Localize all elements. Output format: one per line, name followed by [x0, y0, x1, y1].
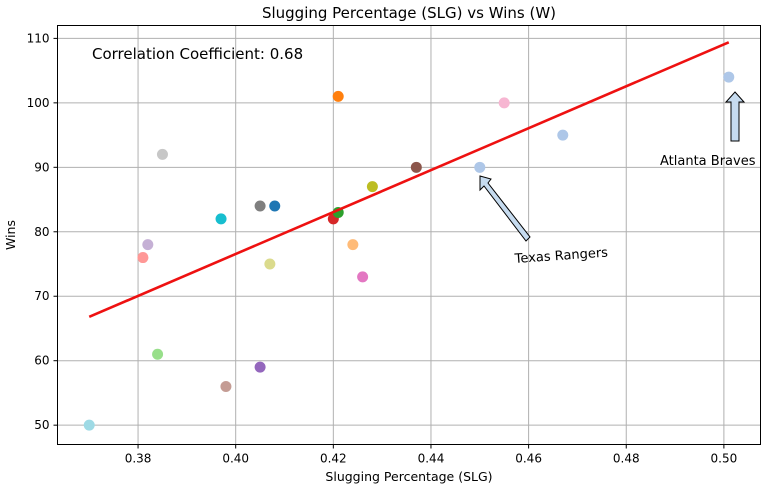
data-point	[557, 129, 569, 141]
atlanta-braves-label: Atlanta Braves	[660, 154, 756, 169]
chart-title: Slugging Percentage (SLG) vs Wins (W)	[262, 4, 556, 22]
data-point	[723, 71, 735, 83]
data-point	[264, 258, 276, 270]
correlation-annotation: Correlation Coefficient: 0.68	[92, 45, 303, 63]
data-point	[347, 239, 359, 251]
y-tick-label: 90	[34, 160, 49, 174]
x-tick-label: 0.44	[418, 452, 445, 466]
y-tick-label: 60	[34, 354, 49, 368]
data-point	[269, 200, 281, 212]
atlanta-braves-arrow	[724, 91, 746, 142]
data-point	[498, 97, 510, 109]
y-tick-label: 50	[34, 418, 49, 432]
axis-ticks: 0.38 0.40 0.42 0.44 0.46 0.48 0.50 50 60 70 80 90 10…	[27, 31, 738, 465]
data-point	[254, 200, 266, 212]
data-point	[366, 181, 378, 193]
texas-rangers-label: Texas Rangers	[513, 245, 608, 267]
y-tick-label: 80	[34, 225, 49, 239]
data-point	[156, 148, 168, 160]
data-point	[142, 239, 154, 251]
y-tick-label: 110	[27, 31, 50, 45]
x-tick-label: 0.50	[711, 452, 738, 466]
data-point	[215, 213, 227, 225]
data-point	[410, 161, 422, 173]
data-point	[137, 252, 149, 264]
data-point	[357, 271, 369, 283]
data-point	[254, 361, 266, 373]
x-axis-label: Slugging Percentage (SLG)	[325, 469, 492, 484]
x-tick-label: 0.38	[125, 452, 152, 466]
x-tick-label: 0.46	[515, 452, 542, 466]
axes-frame	[57, 25, 761, 445]
data-point	[83, 419, 95, 431]
data-point	[332, 90, 344, 102]
data-points	[83, 71, 735, 431]
x-tick-label: 0.40	[222, 452, 249, 466]
y-tick-label: 100	[27, 96, 50, 110]
data-point	[220, 380, 232, 392]
data-point	[474, 161, 486, 173]
x-tick-label: 0.42	[320, 452, 347, 466]
data-point	[152, 348, 164, 360]
y-tick-label: 70	[34, 289, 49, 303]
regression-line	[88, 41, 730, 319]
x-tick-label: 0.48	[613, 452, 640, 466]
texas-rangers-arrow	[479, 175, 531, 242]
y-axis-label: Wins	[3, 220, 18, 250]
